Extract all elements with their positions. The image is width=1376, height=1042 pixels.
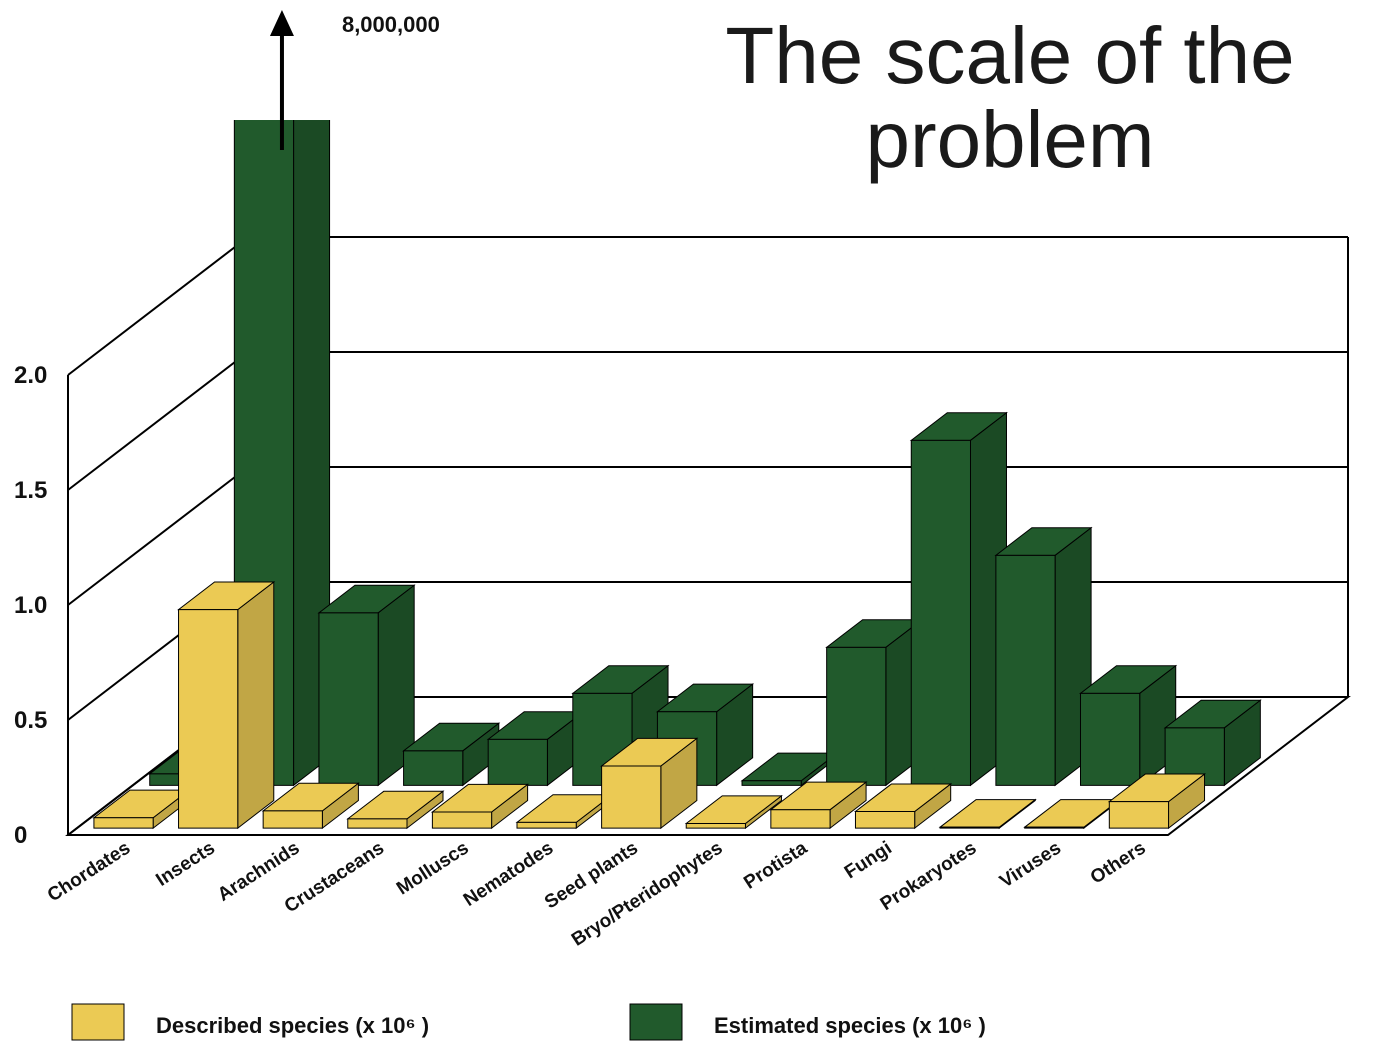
bar — [431, 811, 493, 829]
chart-title: The scale of the problem — [725, 11, 1295, 184]
bar — [939, 826, 1000, 829]
legend-swatch — [71, 1003, 125, 1041]
grid-line — [67, 351, 249, 491]
bar — [1024, 826, 1085, 829]
legend-label: Described species (x 10⁶ ) — [156, 1013, 429, 1038]
y-tick-label: 1.0 — [14, 592, 47, 619]
x-tick-label: Fungi — [841, 838, 896, 884]
y-tick-label: 1.5 — [14, 477, 47, 504]
legend-swatch — [629, 1003, 683, 1041]
bars — [92, 120, 1262, 830]
x-tick-label: Chordates — [44, 838, 134, 907]
bar — [741, 780, 802, 786]
bar — [347, 818, 408, 829]
bar-side — [237, 580, 275, 830]
bar — [93, 817, 154, 829]
y-tick-label: 2.0 — [14, 362, 47, 389]
y-tick-label: 0.5 — [14, 707, 47, 734]
x-tick-label: Viruses — [996, 838, 1065, 893]
grid-line — [67, 466, 249, 606]
x-tick-label: Protista — [740, 837, 811, 893]
bar — [178, 609, 239, 829]
grid-line — [67, 236, 249, 376]
bar — [826, 646, 887, 786]
bar — [487, 738, 548, 786]
legend-label: Estimated species (x 10⁶ ) — [714, 1013, 986, 1038]
bar — [601, 765, 662, 829]
bar — [770, 809, 831, 829]
bar — [1108, 801, 1170, 829]
y-tick-label: 0 — [14, 822, 27, 849]
x-tick-label: Bryo/Pteridophytes — [568, 838, 726, 951]
x-tick-label: Prokaryotes — [877, 838, 981, 915]
bar — [262, 810, 323, 829]
annotation: 8,000,000 — [342, 12, 440, 37]
bar — [854, 811, 916, 829]
x-tick-label: Insects — [152, 838, 218, 891]
bar — [318, 612, 379, 786]
x-tick-label: Others — [1087, 838, 1150, 889]
bar — [516, 821, 577, 829]
bar — [403, 750, 464, 786]
bar — [910, 439, 971, 786]
bar — [685, 823, 746, 829]
arrow-head — [269, 10, 294, 36]
x-tick-label: Molluscs — [393, 838, 473, 900]
bar — [995, 554, 1056, 786]
bar — [1079, 692, 1141, 786]
